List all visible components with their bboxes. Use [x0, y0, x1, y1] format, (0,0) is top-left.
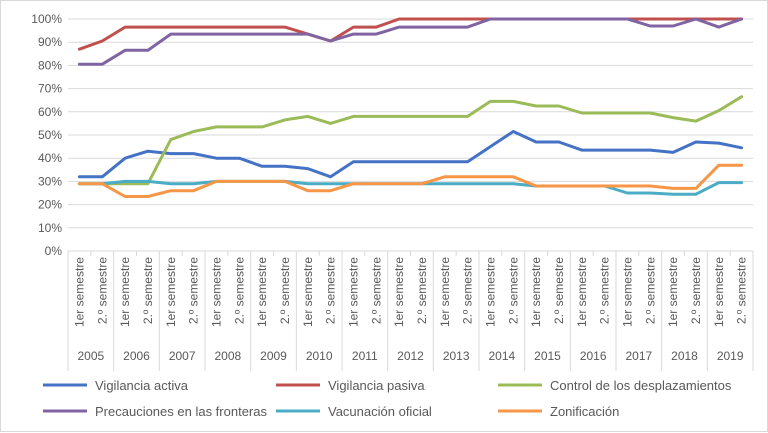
y-tick-label: 70%: [38, 82, 62, 96]
legend-label: Vacunación oficial: [328, 404, 432, 419]
x-tick-label-semester: 2.º semestre: [95, 257, 109, 324]
x-tick-label-semester: 1er semestre: [301, 257, 315, 327]
x-tick-label-year: 2017: [625, 349, 652, 363]
x-tick-label-semester: 2.º semestre: [232, 257, 246, 324]
x-tick-label-year: 2015: [534, 349, 561, 363]
x-tick-label-semester: 2.º semestre: [369, 257, 383, 324]
x-tick-label-semester: 2.º semestre: [141, 257, 155, 324]
series-line-5: [77, 163, 744, 198]
x-tick-label-semester: 2.º semestre: [324, 257, 338, 324]
y-tick-label: 50%: [38, 128, 62, 142]
x-tick-label-semester: 2.º semestre: [689, 257, 703, 324]
x-tick-label-year: 2008: [214, 349, 241, 363]
x-tick-label-semester: 2.º semestre: [552, 257, 566, 324]
y-tick-label: 100%: [31, 12, 62, 26]
x-tick-label-semester: 1er semestre: [712, 257, 726, 327]
legend-label: Vigilancia activa: [95, 378, 189, 393]
x-tick-label-semester: 1er semestre: [346, 257, 360, 327]
x-tick-label-year: 2014: [488, 349, 515, 363]
x-tick-label-semester: 2.º semestre: [461, 257, 475, 324]
x-tick-label-year: 2011: [352, 349, 378, 363]
x-tick-label-year: 2013: [443, 349, 470, 363]
x-tick-label-semester: 1er semestre: [164, 257, 178, 327]
x-tick-label-semester: 1er semestre: [392, 257, 406, 327]
y-tick-label: 0%: [45, 244, 63, 258]
y-tick-label: 80%: [38, 58, 62, 72]
x-tick-label-semester: 2.º semestre: [415, 257, 429, 324]
series-line-3: [77, 17, 744, 66]
x-tick-label-semester: 2.º semestre: [187, 257, 201, 324]
x-tick-label-semester: 1er semestre: [72, 257, 86, 327]
y-tick-label: 30%: [38, 174, 62, 188]
x-tick-label-semester: 1er semestre: [118, 257, 132, 327]
x-tick-label-year: 2007: [169, 349, 196, 363]
x-tick-label-semester: 1er semestre: [438, 257, 452, 327]
x-tick-label-year: 2018: [671, 349, 698, 363]
y-tick-label: 60%: [38, 105, 62, 119]
x-tick-label-year: 2012: [397, 349, 424, 363]
x-tick-label-semester: 1er semestre: [666, 257, 680, 327]
x-tick-label-semester: 1er semestre: [529, 257, 543, 327]
x-tick-label-semester: 2.º semestre: [278, 257, 292, 324]
x-tick-label-semester: 1er semestre: [575, 257, 589, 327]
x-tick-label-semester: 2.º semestre: [735, 257, 749, 324]
x-tick-label-semester: 2.º semestre: [506, 257, 520, 324]
x-tick-label-year: 2016: [580, 349, 607, 363]
y-tick-label: 10%: [38, 221, 62, 235]
y-tick-label: 40%: [38, 151, 62, 165]
y-tick-label: 20%: [38, 198, 62, 212]
legend-label: Zonificación: [550, 404, 619, 419]
x-tick-label-semester: 2.º semestre: [643, 257, 657, 324]
x-tick-label-semester: 1er semestre: [209, 257, 223, 327]
legend-label: Precauciones en las fronteras: [95, 404, 267, 419]
x-tick-label-year: 2006: [123, 349, 150, 363]
x-tick-label-semester: 1er semestre: [483, 257, 497, 327]
legend-label: Control de los desplazamientos: [550, 378, 732, 393]
x-tick-label-semester: 2.º semestre: [598, 257, 612, 324]
legend-label: Vigilancia pasiva: [328, 378, 425, 393]
x-tick-label-year: 2019: [717, 349, 744, 363]
x-tick-label-year: 2009: [260, 349, 287, 363]
x-tick-label-semester: 1er semestre: [620, 257, 634, 327]
x-tick-label-semester: 1er semestre: [255, 257, 269, 327]
series-line-2: [77, 95, 744, 186]
y-tick-label: 90%: [38, 35, 62, 49]
x-tick-label-year: 2005: [77, 349, 104, 363]
series-line-0: [77, 130, 744, 179]
x-tick-label-year: 2010: [306, 349, 333, 363]
